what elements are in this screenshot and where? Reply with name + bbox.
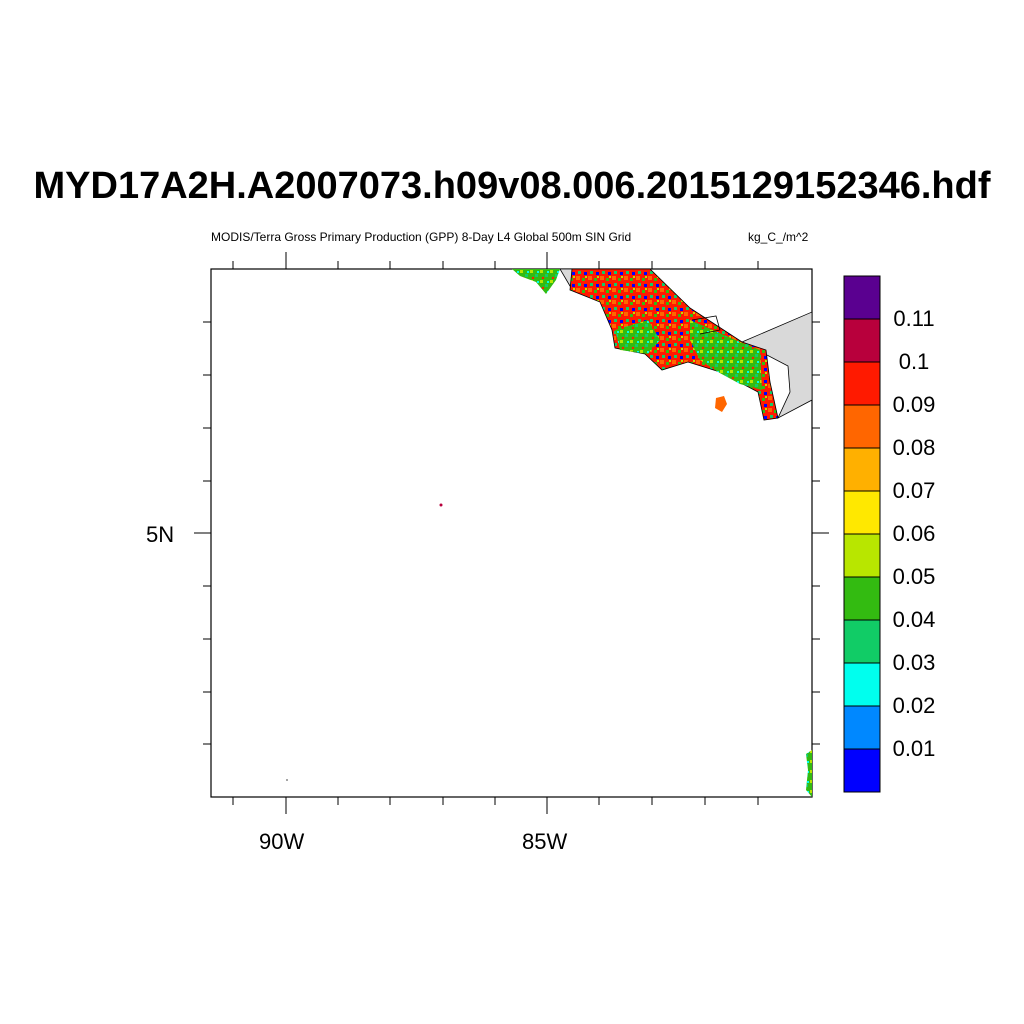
plot-title: MYD17A2H.A2007073.h09v08.006.20151291523… <box>33 165 991 207</box>
map-data-layer <box>286 269 812 797</box>
colorbar-box <box>843 533 881 578</box>
country-border <box>691 315 721 335</box>
lon-label-85w: 85W <box>522 829 568 854</box>
lon-label-90w: 90W <box>259 829 305 854</box>
gpp-island-speck-sw <box>286 779 288 781</box>
colorbar-label: 0.11 <box>893 306 935 331</box>
gpp-island-speck <box>439 503 443 507</box>
gpp-nw-fragment <box>512 269 560 294</box>
colorbar-label: 0.03 <box>892 650 936 675</box>
colorbar-box <box>843 404 881 449</box>
colorbar-box <box>843 662 881 707</box>
colorbar-box <box>843 447 881 492</box>
colorbar-label: 0.08 <box>892 435 936 460</box>
lat-label-5n: 5N <box>146 522 175 547</box>
colorbar-box <box>843 275 881 320</box>
colorbar-box <box>843 490 881 535</box>
gpp-se-corner <box>806 750 812 797</box>
colorbar-label: 0.02 <box>892 693 936 718</box>
colorbar-box <box>843 748 881 793</box>
gpp-panama-green <box>690 320 762 390</box>
colorbar-label: 0.06 <box>892 521 936 546</box>
colorbar-label: 0.07 <box>892 478 936 503</box>
plot-subtitle: MODIS/Terra Gross Primary Production (GP… <box>211 230 632 244</box>
colorbar-box <box>843 705 881 750</box>
colorbar-label: 0.05 <box>892 564 936 589</box>
colorbar-box <box>843 576 881 621</box>
colorbar-box <box>843 318 881 363</box>
gpp-island <box>715 396 727 412</box>
units-label: kg_C_/m^2 <box>748 230 809 244</box>
colorbar-box <box>843 619 881 664</box>
colorbar-box <box>843 361 881 406</box>
colorbar-label: 0.1 <box>898 349 930 374</box>
gpp-nicoya <box>615 320 660 354</box>
axis-ticks <box>194 252 829 814</box>
colorbar-label: 0.01 <box>892 736 936 761</box>
colorbar <box>843 275 881 793</box>
colorbar-label: 0.09 <box>892 392 936 417</box>
colorbar-label: 0.04 <box>892 607 936 632</box>
